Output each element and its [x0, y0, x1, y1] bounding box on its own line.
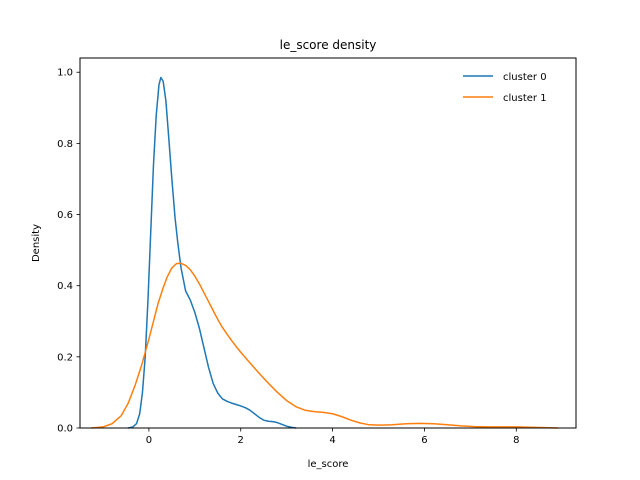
y-tick-label: 0.4 — [57, 281, 73, 292]
legend: cluster 0 cluster 1 — [463, 72, 547, 104]
plot-area — [79, 57, 577, 429]
y-tick-label: 0.8 — [57, 139, 73, 150]
x-axis-label: le_score — [308, 459, 349, 470]
series-line-cluster-1 — [90, 262, 559, 429]
x-tick-label: 2 — [238, 435, 244, 446]
axes-frame — [79, 57, 577, 429]
legend-label-cluster-0: cluster 0 — [503, 72, 547, 83]
x-tick-label: 0 — [146, 435, 152, 446]
series-line-cluster-0 — [127, 76, 297, 429]
x-tick-label: 4 — [329, 435, 335, 446]
series-layer — [90, 76, 559, 429]
y-axis-ticks: 0.0 0.2 0.4 0.6 0.8 1.0 — [57, 68, 80, 435]
y-tick-label: 0.2 — [57, 352, 73, 363]
y-tick-label: 0.6 — [57, 210, 73, 221]
chart-title: le_score density — [280, 38, 377, 52]
y-tick-label: 0.0 — [57, 424, 73, 435]
y-tick-label: 1.0 — [57, 68, 73, 79]
x-tick-label: 8 — [513, 435, 519, 446]
x-axis-ticks: 0 2 4 6 8 — [146, 428, 519, 446]
y-axis-label: Density — [31, 224, 42, 262]
x-tick-label: 6 — [421, 435, 427, 446]
legend-label-cluster-1: cluster 1 — [503, 93, 547, 104]
